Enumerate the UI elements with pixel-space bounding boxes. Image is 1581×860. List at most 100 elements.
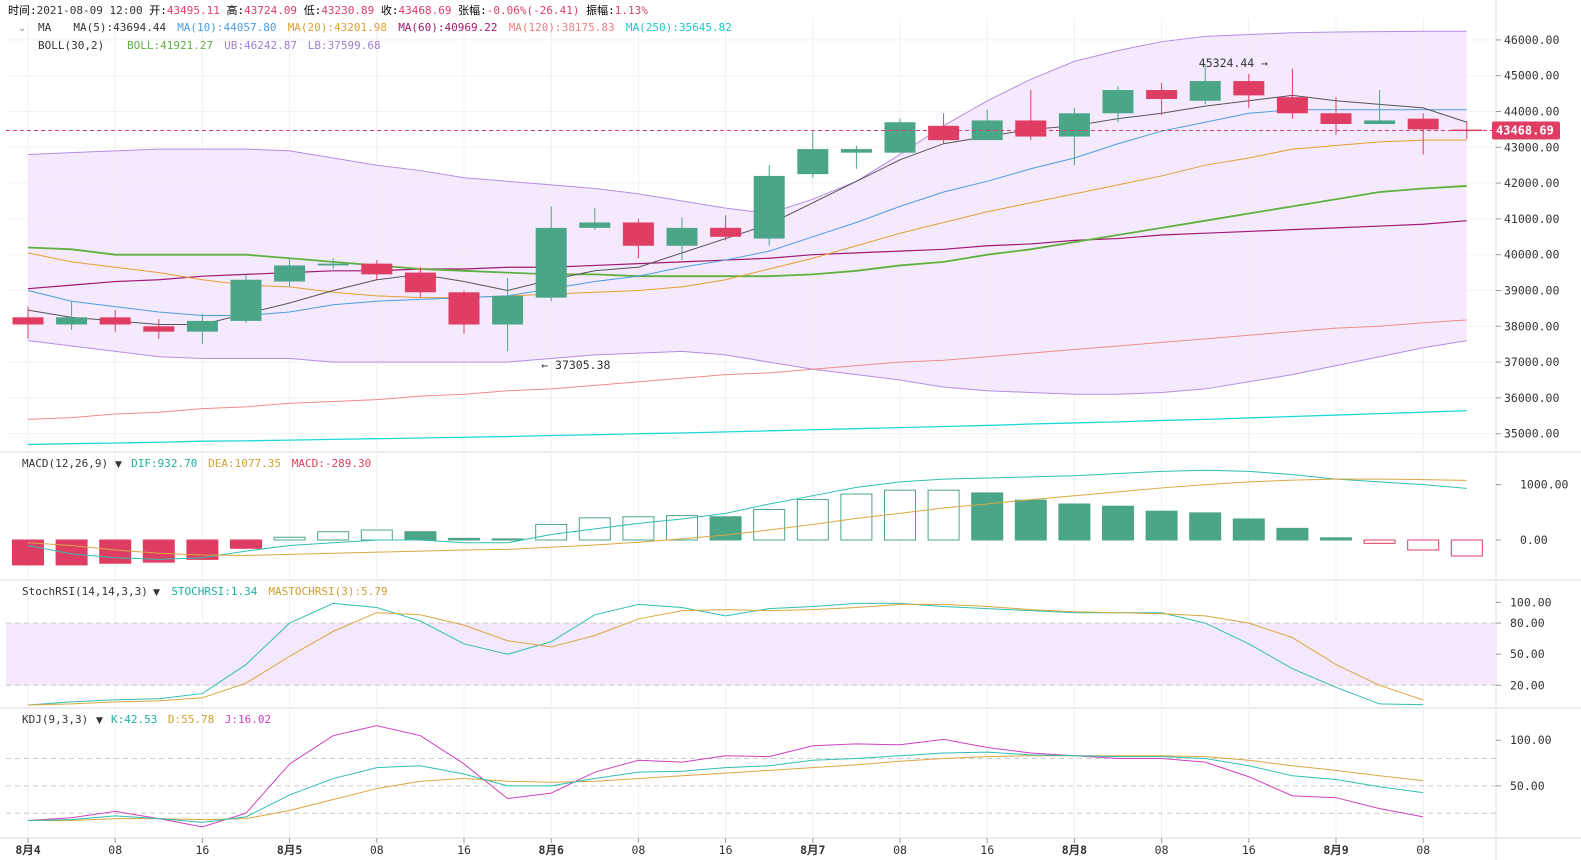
price-axis-label: 37000.00 — [1504, 355, 1559, 369]
macd-histogram-bar — [1189, 512, 1222, 541]
macd-histogram-bar — [1320, 537, 1352, 541]
kdj-d-line — [28, 755, 1424, 821]
macd-histogram-bar — [99, 539, 132, 564]
time-label: 时间: — [8, 4, 37, 17]
kdj-axis-label: 100.00 — [1510, 733, 1552, 747]
time-axis-label: 16 — [1242, 843, 1256, 857]
low-annotation: ← 37305.38 — [541, 358, 610, 372]
change-label: 张幅: — [458, 4, 487, 17]
macd-histogram-bar — [1450, 539, 1483, 557]
bollinger-band-fill — [28, 31, 1467, 395]
ma20-line — [27, 139, 1467, 299]
candle-body — [753, 175, 785, 239]
kdj-dropdown-icon: ▼ — [96, 716, 103, 726]
time-axis-label: 08 — [370, 843, 384, 857]
macd-histogram-bar — [491, 538, 524, 541]
macd-dif-line — [27, 469, 1467, 560]
candle-body — [143, 326, 175, 332]
macd-histogram-bar — [796, 499, 829, 541]
candle-body — [1058, 113, 1090, 137]
stochrsi-k-line — [27, 602, 1424, 706]
candle-body — [448, 292, 480, 325]
candle-body — [884, 122, 916, 153]
macd-legend-label: MACD(12,26,9) — [22, 457, 108, 470]
candle-body — [1189, 81, 1221, 101]
current-price-label: 43468.69 — [1496, 124, 1554, 138]
macd-histogram-bar — [448, 537, 480, 541]
ma120-line — [27, 319, 1467, 420]
kdj-legend-label: KDJ(9,3,3) — [22, 713, 88, 726]
candle-body — [56, 317, 88, 325]
candle-body — [317, 263, 349, 266]
boll-legend-item: LB:37599.68 — [308, 39, 381, 52]
candle-body — [1102, 90, 1134, 114]
candle-body — [492, 295, 524, 325]
stochrsi-legend-label: StochRSI(14,14,3,3) — [22, 585, 148, 598]
open-label: 开: — [149, 4, 167, 17]
macd-histogram-bar — [360, 529, 393, 541]
macd-histogram-bar — [55, 539, 88, 566]
time-axis-label: 08 — [1416, 843, 1430, 857]
macd-legend-item: MACD:-289.30 — [292, 457, 371, 470]
candle-body — [710, 227, 742, 237]
open-value: 43495.11 — [166, 4, 220, 17]
ma-legend-item: MA(120):38175.83 — [509, 21, 615, 34]
macd-histogram-bar — [1102, 505, 1134, 541]
macd-legend-item: DIF:932.70 — [131, 457, 197, 470]
macd-axis-label: 1000.00 — [1520, 478, 1569, 492]
boll-legend-item: UB:46242.87 — [224, 39, 297, 52]
price-axis-label: 41000.00 — [1504, 212, 1559, 226]
amplitude-label: 振幅: — [586, 4, 615, 17]
ma-legend-item: MA(60):40969.22 — [398, 21, 497, 34]
bollinger-lower-line — [27, 340, 1467, 395]
kdj-legend-item: K:42.53 — [111, 713, 157, 726]
macd-histogram-bar — [1276, 527, 1309, 541]
time-axis-label: 8月9 — [1323, 843, 1348, 857]
close-value: 43468.69 — [398, 4, 452, 17]
time-axis-label: 16 — [457, 843, 471, 857]
bollinger-mid-line — [27, 185, 1467, 278]
stochrsi-axis-label: 20.00 — [1510, 678, 1545, 692]
time-axis-label: 08 — [1155, 843, 1169, 857]
time-axis-label: 8月5 — [277, 843, 302, 857]
candle-body — [1276, 97, 1308, 114]
macd-histogram-bar — [709, 516, 742, 541]
candle-body — [797, 149, 829, 175]
ma-legend-label: MA — [38, 21, 52, 34]
price-axis-label: 40000.00 — [1504, 248, 1559, 262]
change-value: -0.06%(-26.41) — [486, 4, 580, 17]
high-label: 高: — [226, 4, 245, 17]
boll-legend-item: BOLL:41921.27 — [127, 39, 213, 52]
macd-dea-line — [27, 478, 1467, 557]
boll-legend-label: BOLL(30,2) — [38, 39, 104, 52]
macd-histogram-bar — [1363, 539, 1396, 544]
ma-legend-item: MA(20):43201.98 — [288, 21, 387, 34]
candle-body — [928, 125, 960, 141]
candle-body — [1407, 118, 1439, 130]
macd-histogram-bar — [753, 509, 786, 541]
ma60-line — [27, 220, 1467, 290]
candle-body — [361, 263, 393, 275]
macd-histogram-bar — [535, 523, 568, 541]
ma10-line — [27, 109, 1467, 317]
macd-histogram-bar — [1145, 510, 1178, 541]
macd-histogram-bar — [971, 492, 1004, 541]
stochrsi-legend-item: MASTOCHRSI(3):5.79 — [268, 585, 387, 598]
macd-histogram-bar — [317, 531, 350, 541]
ma-legend-item: MA(10):44057.80 — [177, 21, 276, 34]
price-axis-label: 44000.00 — [1504, 104, 1559, 118]
macd-histogram-bar — [1407, 539, 1440, 551]
high-annotation: 45324.44 → — [1199, 56, 1268, 70]
macd-histogram-bar — [142, 539, 175, 563]
amplitude-value: 1.13% — [614, 4, 648, 17]
macd-histogram-bar — [1232, 518, 1265, 541]
price-axis-label: 42000.00 — [1504, 176, 1559, 190]
candle-body — [99, 317, 131, 325]
macd-dropdown-icon: ▼ — [115, 460, 122, 470]
candle-body — [12, 317, 44, 325]
time-axis-label: 08 — [893, 843, 907, 857]
bollinger-upper-line — [27, 30, 1467, 215]
macd-histogram-bar — [927, 489, 960, 541]
price-axis-label: 46000.00 — [1504, 33, 1559, 47]
